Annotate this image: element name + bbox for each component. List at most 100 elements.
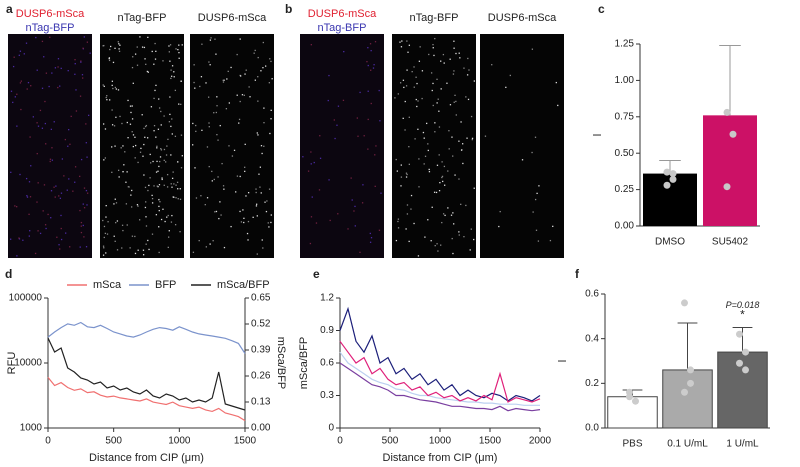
speckle xyxy=(214,38,216,40)
speckle xyxy=(114,240,116,242)
speckle xyxy=(264,65,267,67)
speckle xyxy=(154,42,156,45)
data-point xyxy=(632,397,639,405)
speckle xyxy=(122,170,124,173)
speckle xyxy=(180,167,183,169)
speckle xyxy=(83,207,86,209)
speckle xyxy=(80,225,82,227)
speckle xyxy=(80,60,82,62)
speckle xyxy=(53,121,55,123)
speckle xyxy=(328,74,330,77)
speckle xyxy=(141,46,144,48)
speckle xyxy=(166,186,169,188)
speckle xyxy=(255,203,258,205)
speckle xyxy=(159,160,161,163)
y-tick-label: 0.6 xyxy=(585,289,599,300)
speckle xyxy=(160,148,162,150)
speckle xyxy=(118,176,120,178)
speckle xyxy=(236,53,238,56)
channel-title: DUSP6-mSca xyxy=(198,12,267,24)
speckle xyxy=(410,208,412,210)
speckle xyxy=(208,61,210,63)
speckle xyxy=(153,97,155,100)
speckle xyxy=(122,229,124,232)
speckle xyxy=(328,179,330,181)
speckle xyxy=(158,107,161,109)
y2-tick-label: 0.52 xyxy=(251,319,271,330)
speckle xyxy=(134,53,137,55)
speckle xyxy=(428,171,431,173)
speckle xyxy=(120,147,122,149)
y2-tick-label: 0.65 xyxy=(251,293,271,304)
speckle xyxy=(82,47,84,49)
speckle xyxy=(417,100,419,102)
data-point xyxy=(736,330,743,338)
speckle xyxy=(141,114,143,116)
speckle xyxy=(50,190,53,192)
speckle xyxy=(521,159,524,161)
speckle xyxy=(416,105,418,108)
speckle xyxy=(379,120,381,122)
speckle xyxy=(66,189,68,191)
y-axis-label: l xyxy=(592,134,604,136)
speckle xyxy=(411,71,413,73)
speckle xyxy=(244,73,246,75)
speckle xyxy=(145,63,147,66)
speckle xyxy=(262,247,264,249)
speckle xyxy=(256,215,258,217)
speckle xyxy=(458,52,460,54)
speckle xyxy=(451,237,453,240)
data-point xyxy=(723,183,731,191)
y-tick-label: 100000 xyxy=(9,293,43,304)
speckle xyxy=(470,115,473,118)
speckle xyxy=(228,102,231,104)
speckle xyxy=(74,73,76,75)
speckle xyxy=(139,36,141,38)
speckle xyxy=(268,188,271,190)
speckle xyxy=(258,173,260,175)
speckle xyxy=(36,152,38,155)
y-tick-label: 0.00 xyxy=(615,221,635,232)
speckle xyxy=(137,161,139,164)
speckle xyxy=(166,173,169,176)
speckle xyxy=(257,100,259,102)
speckle xyxy=(86,156,88,158)
speckle xyxy=(212,240,214,242)
speckle xyxy=(372,67,375,69)
speckle xyxy=(219,201,221,203)
speckle xyxy=(163,115,165,117)
speckle xyxy=(408,146,410,148)
y-tick-label: 0.2 xyxy=(585,378,599,389)
speckle xyxy=(111,124,114,126)
speckle xyxy=(108,57,110,60)
speckle xyxy=(440,244,442,246)
speckle xyxy=(370,49,372,52)
speckle xyxy=(112,87,114,90)
speckle xyxy=(145,225,148,227)
speckle xyxy=(146,70,149,73)
x-tick-label: 500 xyxy=(105,436,122,447)
speckle xyxy=(148,248,150,251)
speckle xyxy=(406,40,408,42)
speckle xyxy=(357,135,359,137)
speckle xyxy=(113,203,115,205)
speckle xyxy=(12,101,14,104)
speckle xyxy=(230,66,232,69)
speckle xyxy=(131,131,133,133)
speckle xyxy=(86,204,88,206)
speckle xyxy=(170,221,173,223)
speckle xyxy=(315,222,318,224)
speckle xyxy=(79,246,81,248)
speckle xyxy=(400,164,402,166)
speckle xyxy=(177,198,179,200)
speckle xyxy=(169,96,171,98)
speckle xyxy=(51,72,53,74)
line-series xyxy=(339,340,541,403)
speckle xyxy=(68,129,70,131)
significance: * xyxy=(740,308,745,322)
speckle xyxy=(419,46,421,48)
speckle xyxy=(259,186,261,188)
speckle xyxy=(471,137,474,140)
speckle xyxy=(59,85,61,87)
speckle xyxy=(363,135,365,137)
